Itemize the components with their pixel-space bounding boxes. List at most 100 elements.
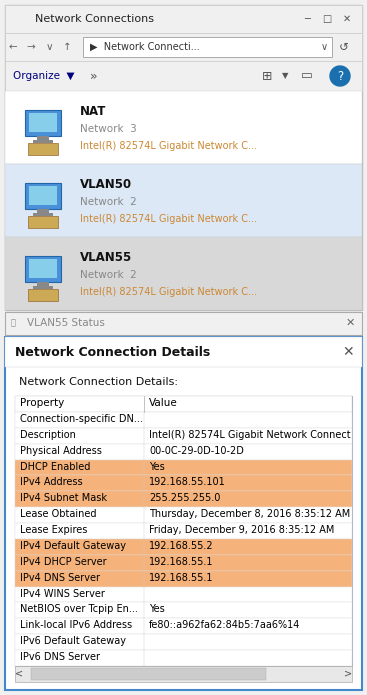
Bar [15, 475, 352, 491]
Text: IPv4 Subnet Mask: IPv4 Subnet Mask [20, 493, 107, 503]
Bar [5, 5, 362, 310]
Bar [25, 110, 61, 136]
Bar [37, 136, 49, 140]
Text: Friday, December 9, 2016 8:35:12 AM: Friday, December 9, 2016 8:35:12 AM [149, 525, 334, 535]
Text: 🔌: 🔌 [11, 318, 15, 327]
Text: ?: ? [337, 70, 343, 83]
Text: ▶  Network Connecti...: ▶ Network Connecti... [90, 42, 200, 52]
Text: Thursday, December 8, 2016 8:35:12 AM: Thursday, December 8, 2016 8:35:12 AM [149, 509, 350, 519]
Bar [15, 491, 352, 507]
Bar [37, 282, 49, 286]
Text: Network  3: Network 3 [80, 124, 137, 134]
Bar [15, 412, 352, 427]
Bar [15, 635, 352, 650]
Text: IPv4 WINS Server: IPv4 WINS Server [20, 589, 105, 598]
Text: Network Connection Details: Network Connection Details [15, 345, 210, 359]
Text: Connection-specific DN...: Connection-specific DN... [20, 414, 143, 424]
Bar [15, 443, 352, 459]
Bar [15, 619, 352, 635]
Bar [5, 164, 362, 237]
Text: ∨: ∨ [320, 42, 328, 52]
Bar [15, 427, 352, 443]
Bar [15, 507, 352, 523]
Bar [25, 256, 61, 282]
Text: VLAN50: VLAN50 [80, 178, 132, 191]
Text: IPv6 DNS Server: IPv6 DNS Server [20, 652, 100, 662]
Bar [5, 337, 362, 367]
Text: <: < [15, 669, 23, 679]
Text: Organize  ▼: Organize ▼ [13, 71, 75, 81]
Text: 00-0C-29-0D-10-2D: 00-0C-29-0D-10-2D [149, 445, 244, 456]
Bar [15, 587, 352, 603]
Circle shape [330, 66, 350, 86]
Text: ↺: ↺ [339, 40, 349, 54]
Text: Intel(R) 82574L Gigabit Network Connect: Intel(R) 82574L Gigabit Network Connect [149, 430, 350, 440]
Text: ∨: ∨ [45, 42, 53, 52]
Bar [37, 209, 49, 213]
Bar [15, 539, 352, 555]
Bar [15, 603, 352, 619]
Bar [15, 571, 352, 587]
Text: ↑: ↑ [63, 42, 71, 52]
Text: □: □ [322, 14, 332, 24]
Text: 255.255.255.0: 255.255.255.0 [149, 493, 220, 503]
Text: 192.168.55.1: 192.168.55.1 [149, 557, 214, 567]
Bar [15, 396, 352, 666]
Text: IPv4 DNS Server: IPv4 DNS Server [20, 573, 100, 582]
Text: Network Connection Details:: Network Connection Details: [19, 377, 178, 387]
Text: ▼: ▼ [282, 72, 288, 81]
Bar [15, 523, 352, 539]
Bar [5, 61, 362, 91]
Text: >: > [344, 669, 352, 679]
Text: IPv4 Address: IPv4 Address [20, 477, 83, 487]
Text: VLAN55 Status: VLAN55 Status [27, 318, 105, 328]
Text: VLAN55: VLAN55 [80, 251, 132, 264]
Bar [15, 650, 352, 666]
Text: ✕: ✕ [342, 345, 354, 359]
Bar [28, 143, 58, 155]
Text: »: » [90, 70, 98, 83]
Bar [29, 186, 57, 205]
Text: Lease Obtained: Lease Obtained [20, 509, 97, 519]
Bar [33, 213, 53, 216]
Bar [5, 337, 362, 690]
Text: Intel(R) 82574L Gigabit Network C...: Intel(R) 82574L Gigabit Network C... [80, 214, 257, 224]
Bar [5, 5, 362, 33]
Text: NetBIOS over Tcpip En...: NetBIOS over Tcpip En... [20, 605, 138, 614]
Text: Yes: Yes [149, 461, 165, 471]
Text: Lease Expires: Lease Expires [20, 525, 87, 535]
Bar [5, 237, 362, 310]
Text: ▭: ▭ [301, 70, 313, 83]
Bar [28, 216, 58, 228]
Bar [31, 668, 266, 680]
Bar [15, 459, 352, 475]
Bar [5, 33, 362, 61]
Text: →: → [27, 42, 35, 52]
Text: Network Connections: Network Connections [35, 14, 154, 24]
Bar [15, 396, 352, 412]
Bar [29, 113, 57, 132]
Text: Physical Address: Physical Address [20, 445, 102, 456]
Text: ←: ← [9, 42, 17, 52]
Text: Description: Description [20, 430, 76, 440]
Bar [83, 37, 332, 57]
Text: Intel(R) 82574L Gigabit Network C...: Intel(R) 82574L Gigabit Network C... [80, 287, 257, 297]
Text: ✕: ✕ [343, 14, 351, 24]
Text: Intel(R) 82574L Gigabit Network C...: Intel(R) 82574L Gigabit Network C... [80, 141, 257, 151]
Text: Value: Value [149, 398, 178, 408]
Text: IPv4 DHCP Server: IPv4 DHCP Server [20, 557, 107, 567]
Bar [15, 555, 352, 571]
Text: ✕: ✕ [345, 318, 355, 328]
Bar [15, 666, 352, 682]
Bar [5, 91, 362, 92]
Bar [5, 312, 362, 335]
Text: ⊞: ⊞ [262, 70, 272, 83]
Text: IPv6 Default Gateway: IPv6 Default Gateway [20, 636, 126, 646]
Bar [29, 259, 57, 278]
Text: fe80::a962fa62:84b5:7aa6%14: fe80::a962fa62:84b5:7aa6%14 [149, 621, 300, 630]
Text: DHCP Enabled: DHCP Enabled [20, 461, 90, 471]
Text: Link-local IPv6 Address: Link-local IPv6 Address [20, 621, 132, 630]
Text: Yes: Yes [149, 605, 165, 614]
Text: 192.168.55.2: 192.168.55.2 [149, 541, 214, 551]
Bar [33, 140, 53, 143]
